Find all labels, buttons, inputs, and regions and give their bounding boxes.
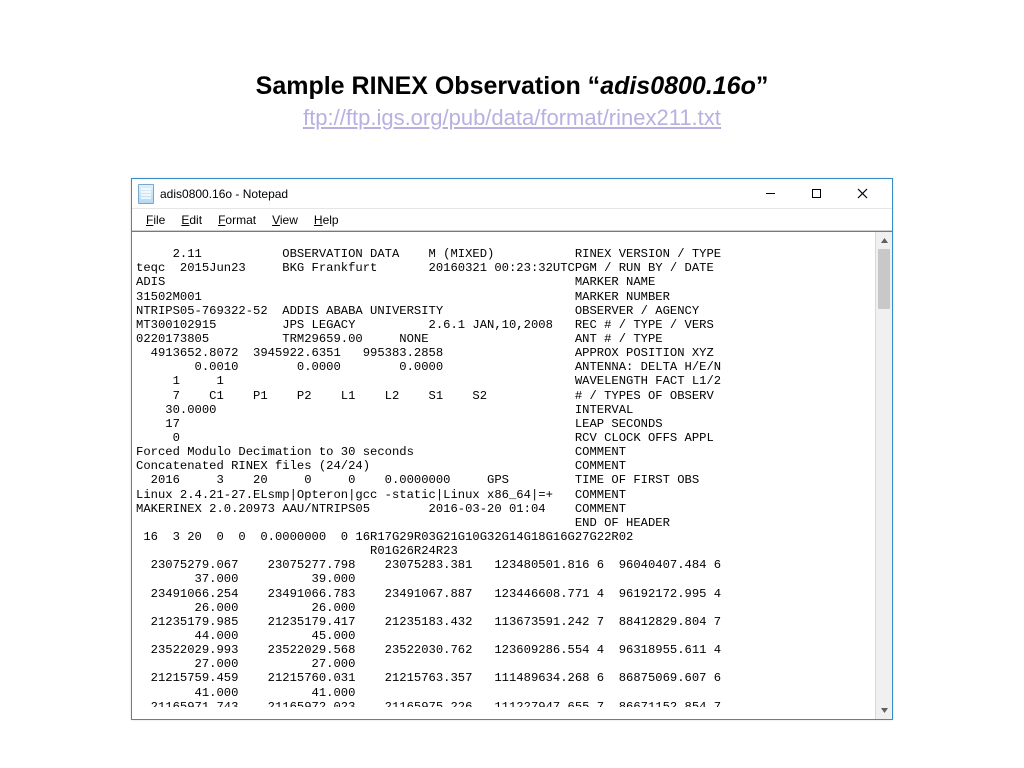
slide-header: Sample RINEX Observation “adis0800.16o” … [0, 0, 1024, 131]
maximize-button[interactable] [802, 184, 830, 204]
menu-file[interactable]: File [140, 211, 171, 229]
minimize-button[interactable] [756, 184, 784, 204]
scroll-up-button[interactable] [876, 232, 892, 249]
titlebar: adis0800.16o - Notepad [132, 179, 892, 209]
menubar: File Edit Format View Help [132, 209, 892, 231]
slide-subtitle-link: ftp://ftp.igs.org/pub/data/format/rinex2… [0, 105, 1024, 131]
window-title: adis0800.16o - Notepad [160, 187, 756, 201]
close-button[interactable] [848, 184, 876, 204]
notepad-icon [138, 184, 154, 204]
menu-edit[interactable]: Edit [175, 211, 208, 229]
content-wrap: 2.11 OBSERVATION DATA M (MIXED) RINEX VE… [132, 231, 892, 719]
vertical-scrollbar[interactable] [875, 232, 892, 719]
title-suffix: ” [756, 72, 769, 100]
menu-format[interactable]: Format [212, 211, 262, 229]
menu-help[interactable]: Help [308, 211, 345, 229]
title-filename: adis0800.16o [600, 72, 756, 100]
scroll-thumb[interactable] [878, 249, 890, 309]
rinex-spec-link[interactable]: ftp://ftp.igs.org/pub/data/format/rinex2… [303, 105, 721, 130]
window-controls [756, 184, 886, 204]
menu-view[interactable]: View [266, 211, 304, 229]
text-content[interactable]: 2.11 OBSERVATION DATA M (MIXED) RINEX VE… [132, 244, 875, 707]
title-prefix: Sample RINEX Observation “ [256, 72, 601, 100]
slide-title: Sample RINEX Observation “adis0800.16o” [0, 72, 1024, 101]
notepad-window: adis0800.16o - Notepad File Edit Format … [131, 178, 893, 720]
scroll-down-button[interactable] [876, 702, 892, 719]
